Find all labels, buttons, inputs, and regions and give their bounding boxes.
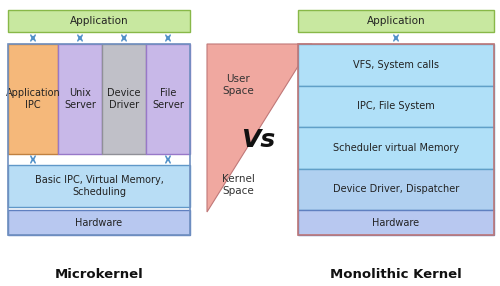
- Text: Scheduler virtual Memory: Scheduler virtual Memory: [333, 143, 459, 153]
- Bar: [298, 210, 494, 235]
- Bar: [8, 44, 58, 154]
- Bar: [298, 44, 494, 235]
- Bar: [8, 210, 190, 235]
- Text: IPC, File System: IPC, File System: [357, 101, 435, 111]
- Bar: [146, 44, 190, 154]
- Text: VFS, System calls: VFS, System calls: [353, 60, 439, 70]
- Text: User
Space: User Space: [222, 74, 254, 96]
- Bar: [298, 168, 494, 210]
- Bar: [298, 10, 494, 32]
- Bar: [58, 44, 102, 154]
- Bar: [8, 165, 190, 207]
- Bar: [298, 127, 494, 168]
- Bar: [298, 86, 494, 127]
- Polygon shape: [207, 44, 312, 212]
- Text: Unix
Server: Unix Server: [64, 88, 96, 110]
- Text: Device
Driver: Device Driver: [107, 88, 141, 110]
- Bar: [298, 44, 494, 86]
- Bar: [8, 44, 190, 235]
- Text: Monolithic Kernel: Monolithic Kernel: [330, 267, 462, 281]
- Text: Basic IPC, Virtual Memory,
Scheduling: Basic IPC, Virtual Memory, Scheduling: [34, 175, 164, 197]
- Text: Application
IPC: Application IPC: [6, 88, 60, 110]
- Text: Hardware: Hardware: [76, 217, 122, 227]
- Text: Hardware: Hardware: [372, 217, 420, 227]
- Bar: [8, 10, 190, 32]
- Text: Application: Application: [70, 16, 128, 26]
- Bar: [102, 44, 146, 154]
- Text: File
Server: File Server: [152, 88, 184, 110]
- Text: Device Driver, Dispatcher: Device Driver, Dispatcher: [333, 184, 459, 194]
- Text: Microkernel: Microkernel: [54, 267, 144, 281]
- Text: Kernel
Space: Kernel Space: [222, 174, 254, 196]
- Text: Application: Application: [366, 16, 426, 26]
- Text: Vs: Vs: [241, 128, 275, 152]
